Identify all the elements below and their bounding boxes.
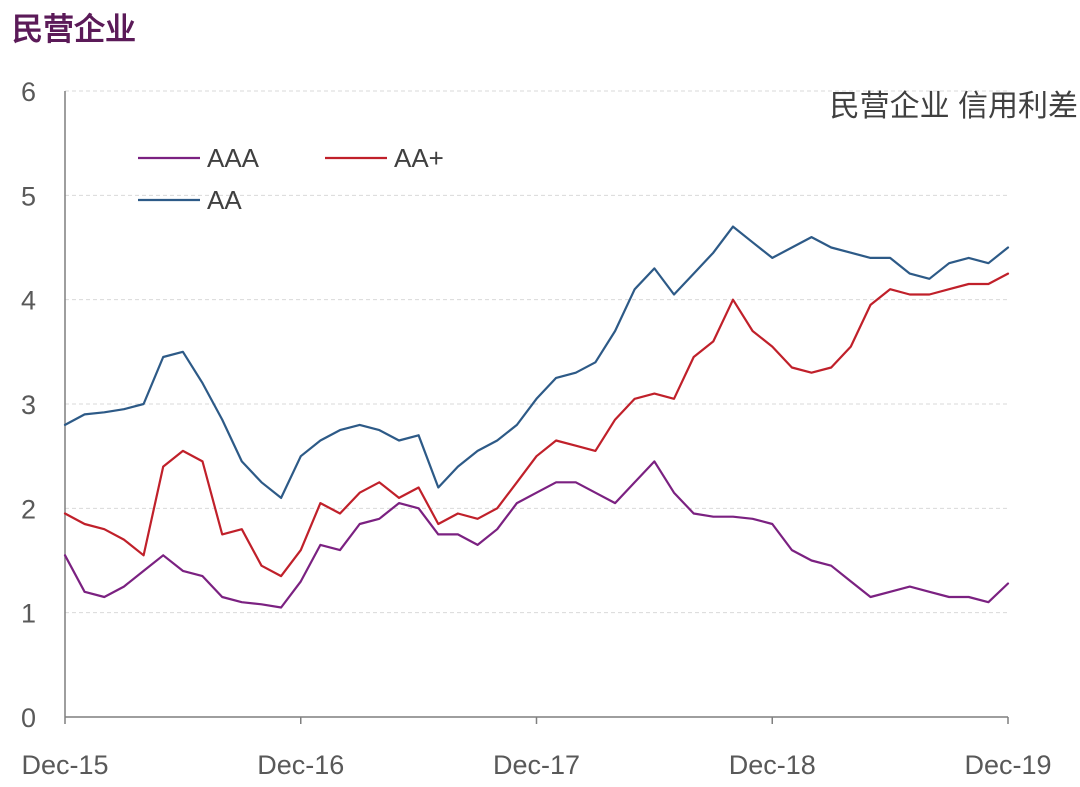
- series-lines: [63, 225, 1010, 609]
- page-title: 民营企业: [12, 12, 136, 48]
- y-tick-label: 3: [21, 390, 36, 420]
- gridlines: [65, 90, 1008, 614]
- x-tick-label: Dec-19: [964, 750, 1051, 780]
- legend-label-aa: AA: [207, 185, 242, 215]
- axes: [64, 91, 1009, 724]
- x-tick-label: Dec-18: [729, 750, 816, 780]
- series-line-aa: [63, 225, 1010, 499]
- x-axis-tick-labels: Dec-15 Dec-16 Dec-17 Dec-18 Dec-19: [21, 750, 1051, 780]
- series-line-aa-plus: [63, 272, 1010, 578]
- legend-label-aaa: AAA: [207, 143, 260, 173]
- x-tick-label: Dec-16: [257, 750, 344, 780]
- y-tick-label: 2: [21, 494, 36, 524]
- x-tick-label: Dec-15: [21, 750, 108, 780]
- y-tick-label: 4: [21, 286, 36, 316]
- y-tick-label: 5: [21, 181, 36, 211]
- y-tick-label: 0: [21, 703, 36, 733]
- chart-title: 民营企业 信用利差: [830, 90, 1078, 123]
- legend-label-aa-plus: AA+: [394, 143, 444, 173]
- y-tick-label: 1: [21, 599, 36, 629]
- x-tick-label: Dec-17: [493, 750, 580, 780]
- legend: AAA AA+ AA: [138, 143, 444, 215]
- y-tick-label: 6: [21, 77, 36, 107]
- y-axis-tick-labels: 0 1 2 3 4 5 6: [21, 77, 36, 733]
- series-line-aaa: [63, 460, 1010, 609]
